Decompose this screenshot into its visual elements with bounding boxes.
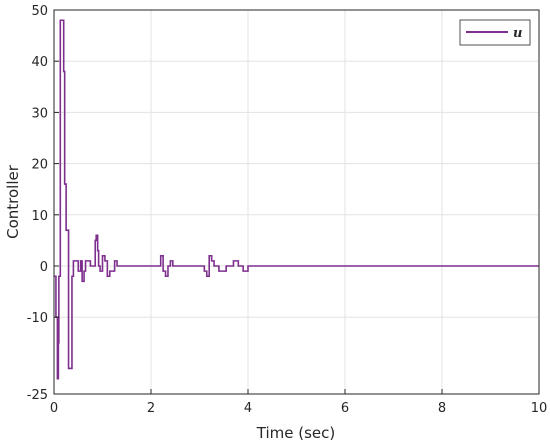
x-tick-label: 2 xyxy=(147,401,155,416)
x-tick-label: 8 xyxy=(438,401,446,416)
y-tick-label: 20 xyxy=(31,158,48,173)
x-tick-label: 10 xyxy=(531,401,548,416)
y-tick-label: -10 xyxy=(27,311,48,326)
y-tick-label: 40 xyxy=(31,55,48,70)
x-tick-label: 6 xyxy=(341,401,349,416)
y-tick-label: 30 xyxy=(31,106,48,121)
y-tick-label: 0 xyxy=(40,260,48,275)
plot-area-background xyxy=(54,10,539,394)
y-tick-label: -25 xyxy=(27,388,48,403)
legend-label-u: u xyxy=(513,26,522,41)
x-tick-label: 4 xyxy=(244,401,252,416)
legend: u xyxy=(460,20,530,45)
x-axis-label: Time (sec) xyxy=(256,424,335,442)
y-tick-label: 50 xyxy=(31,4,48,19)
x-tick-label: 0 xyxy=(50,401,58,416)
y-tick-label: 10 xyxy=(31,209,48,224)
y-axis-label: Controller xyxy=(4,164,22,239)
